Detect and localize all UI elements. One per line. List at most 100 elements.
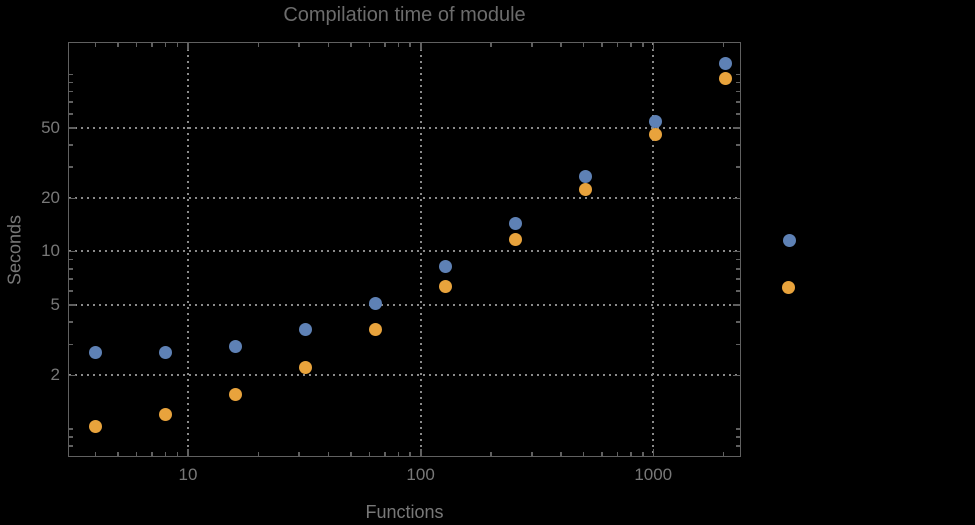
x-tick-mark (722, 452, 725, 456)
plot-area: 10 100 1000 2 5 10 20 50 (41, 42, 741, 484)
x-tick-mark-top (722, 43, 725, 47)
x-tick-mark-top (384, 43, 386, 47)
x-tick-mark (298, 452, 300, 456)
y-tick-label: 50 (41, 117, 60, 137)
y-tick-mark-right (736, 343, 740, 346)
x-tick-mark (117, 452, 119, 456)
y-tick-mark (69, 127, 76, 129)
x-tick-mark (409, 452, 411, 456)
x-tick-mark-top (582, 43, 585, 47)
x-tick-mark (384, 452, 386, 456)
x-tick-mark (582, 452, 585, 456)
data-point-series-1-blue (439, 260, 453, 274)
x-tick-mark (601, 452, 603, 456)
x-tick-mark-top (560, 43, 562, 47)
x-tick-mark-top (531, 43, 533, 47)
x-tick-mark (616, 452, 619, 456)
gridline-horizontal (69, 250, 740, 253)
y-tick-mark-right (736, 290, 740, 292)
gridline-vertical (419, 43, 422, 456)
y-tick-mark (69, 250, 76, 253)
data-point-series-1-blue (298, 323, 312, 337)
y-tick-mark (69, 73, 73, 76)
x-tick-label: 1000 (634, 465, 673, 484)
y-tick-mark (69, 258, 73, 261)
data-point-series-1-blue (88, 345, 102, 359)
x-tick-mark (350, 452, 352, 456)
y-tick-mark-right (733, 127, 740, 129)
y-tick-mark-right (736, 445, 740, 447)
gridline-vertical (652, 43, 655, 456)
x-tick-mark (257, 452, 259, 456)
x-tick-mark-top (397, 43, 400, 47)
x-tick-label: 100 (406, 465, 435, 484)
x-tick-mark-top (630, 43, 632, 47)
data-point-series-1-blue (158, 345, 172, 359)
y-tick-mark (69, 321, 73, 323)
y-tick-mark (69, 428, 73, 430)
data-point-series-1-blue (369, 297, 383, 311)
x-tick-mark-top (164, 43, 167, 47)
y-tick-mark-right (736, 113, 740, 115)
x-tick-mark-top (652, 43, 655, 50)
y-tick-mark (69, 374, 76, 377)
data-point-series-2-orange (719, 72, 733, 86)
y-tick-mark (69, 90, 73, 93)
x-tick-mark-top (327, 43, 330, 47)
x-tick-mark (151, 452, 153, 456)
y-tick-mark (69, 290, 73, 292)
y-tick-mark-right (736, 268, 740, 270)
x-tick-mark-top (368, 43, 370, 47)
data-point-series-1-blue (509, 217, 523, 231)
x-tick-mark-top (409, 43, 411, 47)
y-tick-mark-right (733, 197, 740, 200)
x-tick-mark-top (601, 43, 603, 47)
y-tick-mark-right (736, 278, 740, 280)
legend-marker-series-1 (783, 234, 796, 247)
y-tick-mark (69, 436, 73, 438)
data-point-series-2-orange (298, 361, 312, 375)
y-tick-mark (69, 278, 73, 280)
data-point-series-2-orange (228, 388, 242, 402)
x-tick-mark (642, 452, 644, 456)
x-tick-mark (420, 449, 422, 456)
y-tick-mark (69, 343, 73, 346)
y-tick-mark-right (733, 304, 740, 306)
data-point-series-2-orange (439, 279, 453, 293)
x-tick-mark-top (176, 43, 179, 47)
y-tick-mark-right (736, 73, 740, 76)
x-tick-mark (560, 452, 562, 456)
x-tick-mark (94, 452, 97, 456)
gridline-horizontal (69, 197, 740, 200)
x-tick-mark-top (420, 43, 422, 50)
x-tick-mark (397, 452, 400, 456)
gridline-horizontal (69, 374, 740, 377)
data-point-series-2-orange (509, 232, 523, 246)
x-tick-mark-top (94, 43, 97, 47)
y-tick-mark-right (733, 250, 740, 253)
gridline-vertical (186, 43, 189, 456)
y-tick-mark-right (736, 428, 740, 430)
y-tick-mark (69, 113, 73, 115)
x-tick-mark-top (350, 43, 352, 47)
x-tick-mark (164, 452, 167, 456)
data-point-series-2-orange (579, 183, 593, 197)
data-point-series-1-blue (228, 340, 242, 354)
data-point-series-2-orange (158, 408, 172, 422)
x-tick-mark (368, 452, 370, 456)
y-tick-mark (69, 445, 73, 447)
data-point-series-1-blue (649, 115, 663, 129)
y-tick-mark (69, 304, 76, 306)
x-tick-mark (490, 452, 492, 456)
data-point-series-2-orange (649, 128, 663, 142)
y-tick-mark-right (736, 90, 740, 93)
x-tick-mark-top (151, 43, 153, 47)
x-tick-mark-top (642, 43, 644, 47)
y-tick-mark-right (736, 101, 740, 103)
x-tick-mark (176, 452, 179, 456)
data-point-series-1-blue (579, 169, 593, 183)
x-tick-mark (327, 452, 330, 456)
y-tick-mark (69, 81, 73, 84)
y-tick-mark-right (733, 374, 740, 377)
y-tick-mark (69, 166, 73, 168)
